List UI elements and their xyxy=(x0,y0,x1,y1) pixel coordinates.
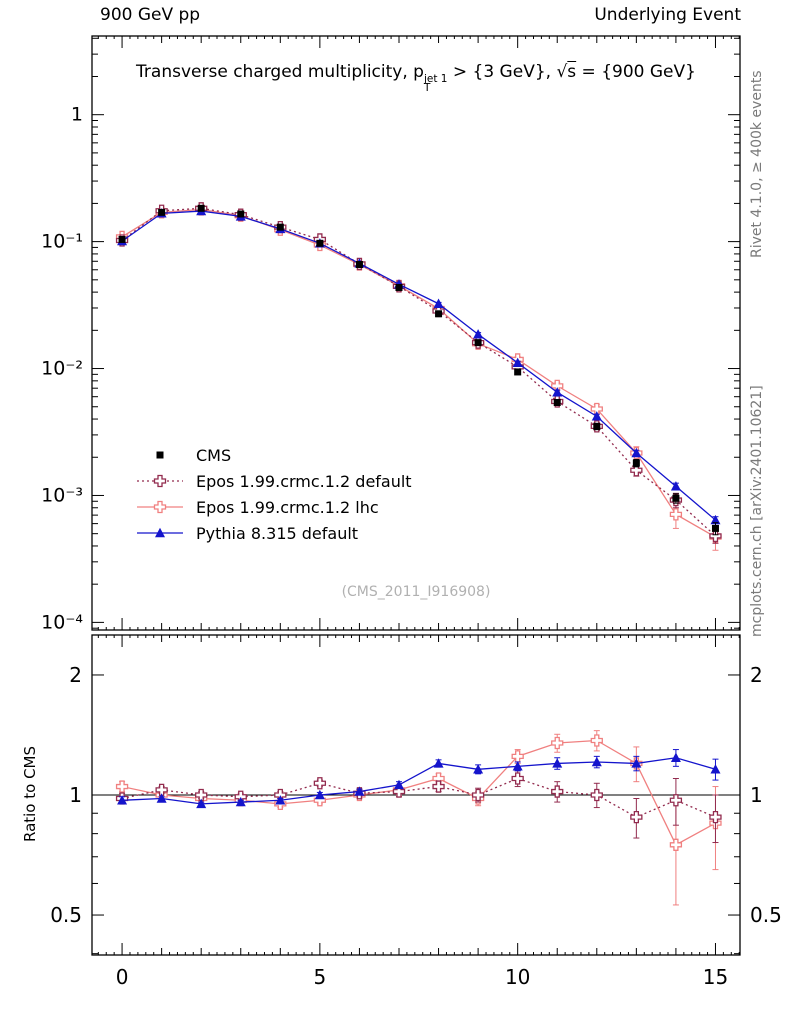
svg-text:1: 1 xyxy=(750,783,763,807)
svg-text:5: 5 xyxy=(314,965,327,989)
legend-item-epos-lhc: Epos 1.99.crmc.1.2 lhc xyxy=(136,494,412,520)
svg-text:1: 1 xyxy=(71,104,83,126)
main-panel-data xyxy=(115,202,722,551)
legend-item-epos-default: Epos 1.99.crmc.1.2 default xyxy=(136,468,412,494)
rivet-version-label: Rivet 4.1.0, ≥ 400k events xyxy=(749,70,765,258)
svg-text:15: 15 xyxy=(703,965,728,989)
legend-item-pythia: Pythia 8.315 default xyxy=(136,520,412,546)
svg-text:10: 10 xyxy=(505,965,530,989)
sqrt-sign: √ xyxy=(556,62,568,82)
plot-title-post: = {900 GeV} xyxy=(576,62,696,82)
svg-text:2: 2 xyxy=(69,663,82,687)
svg-text:10⁻¹: 10⁻¹ xyxy=(41,231,83,253)
plot-title-text: Transverse charged multiplicity, p xyxy=(136,62,424,82)
sqrt-s: s xyxy=(567,62,577,82)
legend-label: Epos 1.99.crmc.1.2 lhc xyxy=(196,497,379,517)
ratio-axis-title: Ratio to CMS xyxy=(21,745,39,843)
svg-text:2: 2 xyxy=(750,663,763,687)
legend-label: CMS xyxy=(196,445,232,465)
pt-superscript: jet 1 xyxy=(423,73,448,85)
svg-text:0.5: 0.5 xyxy=(750,903,782,927)
analysis-topic-label: Underlying Event xyxy=(594,5,741,25)
legend-marker-open-cross-icon xyxy=(137,474,183,488)
svg-text:10⁻³: 10⁻³ xyxy=(41,484,83,506)
ratio-panel-data xyxy=(115,730,722,906)
main-panel-frame xyxy=(91,35,741,631)
svg-text:0.5: 0.5 xyxy=(50,903,82,927)
plot-title-mid: > {3 GeV}, xyxy=(447,62,557,82)
svg-text:10⁻²: 10⁻² xyxy=(41,358,83,380)
beam-energy-label: 900 GeV pp xyxy=(100,5,201,25)
pt-subscript: T xyxy=(423,82,431,94)
mcplots-source-label: mcplots.cern.ch [arXiv:2401.10621] xyxy=(749,385,765,637)
legend: CMS Epos 1.99.crmc.1.2 default Epos 1.99.c… xyxy=(136,442,412,546)
legend-item-cms: CMS xyxy=(136,442,412,468)
legend-marker-square-icon xyxy=(156,451,164,459)
analysis-id-watermark: (CMS_2011_I916908) xyxy=(341,584,491,600)
svg-text:10⁻⁴: 10⁻⁴ xyxy=(41,611,83,633)
legend-label: Pythia 8.315 default xyxy=(196,523,359,543)
legend-label: Epos 1.99.crmc.1.2 default xyxy=(196,471,412,491)
svg-text:0: 0 xyxy=(116,965,129,989)
legend-marker-triangle-icon xyxy=(137,527,183,538)
legend-marker-open-cross-icon xyxy=(137,500,183,514)
svg-text:1: 1 xyxy=(69,783,82,807)
